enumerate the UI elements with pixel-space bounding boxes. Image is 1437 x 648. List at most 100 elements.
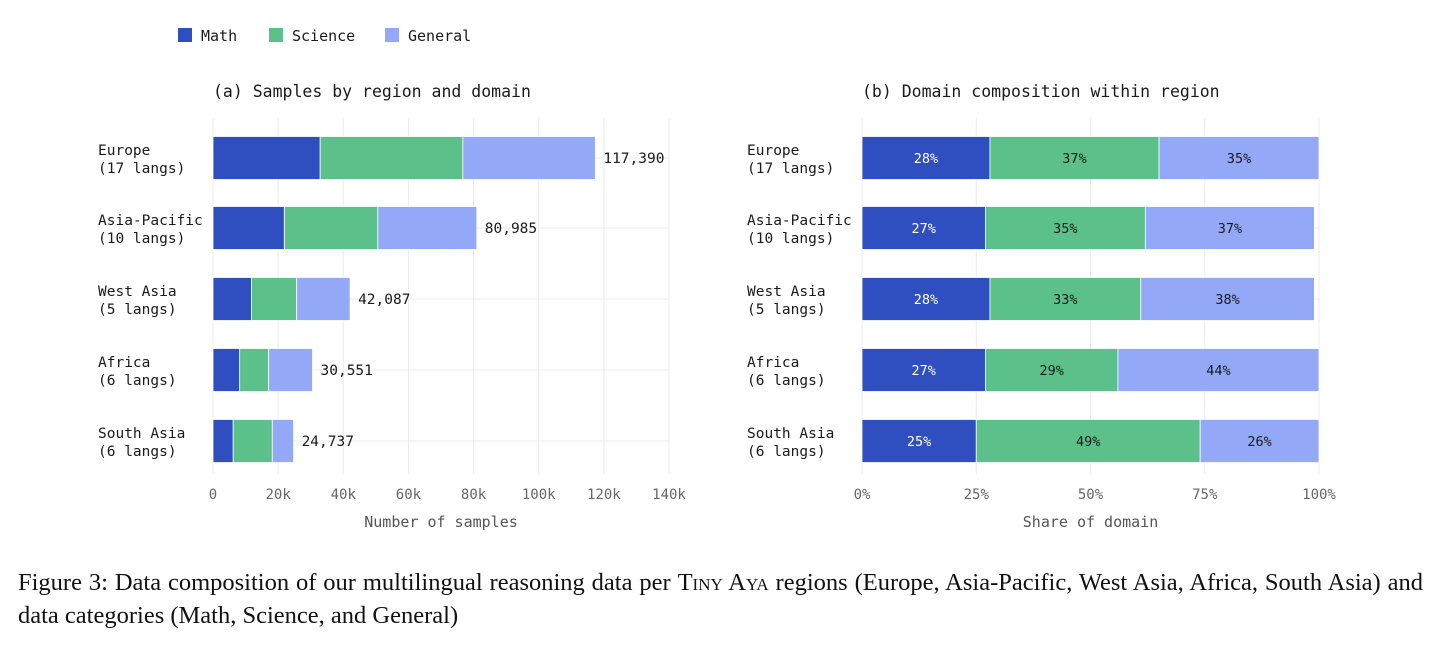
caption-suffix: regions (Europe, Asia-Pacific, West Asia… (18, 569, 1423, 629)
category-label: South Asia (98, 426, 185, 442)
bar-value-label: 38% (1215, 292, 1239, 308)
category-sublabel: (17 langs) (747, 161, 834, 177)
bar-science (984, 206, 1146, 250)
x-tick-label: 0% (854, 487, 871, 503)
bar-value-label: 27% (911, 363, 935, 379)
bar-value-label: 37% (1062, 151, 1086, 167)
bar-math (861, 206, 986, 250)
x-tick-label: 20k (265, 487, 291, 503)
x-tick-label: 80k (461, 487, 487, 503)
x-tick-label: 0 (209, 487, 217, 503)
bar-science (251, 277, 298, 321)
category-label: Europe (98, 143, 150, 159)
bar-math (212, 419, 234, 463)
legend-swatch-general (385, 28, 399, 42)
bar-general (271, 419, 294, 463)
bar-total-label: 24,737 (302, 434, 354, 450)
category-label: Asia-Pacific (98, 213, 203, 229)
bar-science (283, 206, 379, 250)
legend-label-math: Math (201, 27, 237, 45)
figure-caption: Figure 3: Data composition of our multil… (18, 566, 1423, 632)
bar-value-label: 33% (1053, 292, 1077, 308)
category-sublabel: (10 langs) (98, 231, 185, 247)
category-label: Africa (747, 355, 799, 371)
bar-general (1199, 419, 1320, 463)
figure: Math Science General (a) Samples by region… (98, 27, 1336, 531)
bar-science (232, 419, 273, 463)
category-label: Europe (747, 143, 799, 159)
category-sublabel: (6 langs) (747, 444, 826, 460)
legend-swatch-science (269, 28, 283, 42)
bar-value-label: 49% (1076, 434, 1100, 450)
bar-science (989, 277, 1142, 321)
category-sublabel: (10 langs) (747, 231, 834, 247)
bar-general (268, 348, 313, 392)
caption-prefix: Figure 3: Data composition of our multil… (18, 569, 678, 596)
bar-total-label: 42,087 (358, 292, 410, 308)
bar-general (1144, 206, 1315, 250)
panel-a-samples-by-region: (a) Samples by region and domain 0 20k 40k 6… (98, 82, 686, 531)
category-sublabel: (6 langs) (98, 373, 177, 389)
bar-general (1158, 136, 1320, 180)
category-sublabel: (17 langs) (98, 161, 185, 177)
panel-b-domain-composition: (b) Domain composition within region 0% 25… (747, 82, 1336, 531)
bar-value-label: 27% (911, 221, 935, 237)
category-sublabel: (5 langs) (747, 302, 826, 318)
bar-value-label: 44% (1206, 363, 1230, 379)
x-tick-label: 75% (1192, 487, 1218, 503)
bar-value-label: 26% (1247, 434, 1271, 450)
category-label: West Asia (98, 284, 177, 300)
bar-value-label: 29% (1039, 363, 1063, 379)
x-tick-label: 25% (964, 487, 990, 503)
bar-total-label: 117,390 (603, 151, 664, 167)
category-sublabel: (6 langs) (747, 373, 826, 389)
bar-science (975, 419, 1201, 463)
panel-title: (a) Samples by region and domain (213, 82, 531, 101)
legend: Math Science General (178, 27, 471, 45)
bar-value-label: 25% (907, 434, 931, 450)
category-label: Africa (98, 355, 150, 371)
bar-math (861, 277, 991, 321)
legend-label-general: General (408, 27, 471, 45)
x-axis-label: Number of samples (364, 513, 518, 531)
legend-swatch-math (178, 28, 192, 42)
bar-general (377, 206, 478, 250)
bar-math (212, 277, 252, 321)
bar-math (212, 206, 285, 250)
bar-total-label: 80,985 (485, 221, 537, 237)
legend-label-science: Science (292, 27, 355, 45)
bar-math (212, 348, 241, 392)
bar-science (984, 348, 1119, 392)
category-label: West Asia (747, 284, 826, 300)
bar-math (212, 136, 321, 180)
x-tick-label: 140k (652, 487, 686, 503)
category-sublabel: (5 langs) (98, 302, 177, 318)
x-tick-label: 50% (1078, 487, 1104, 503)
x-tick-label: 120k (587, 487, 621, 503)
bar-general (462, 136, 596, 180)
x-tick-label: 100k (522, 487, 556, 503)
bar-value-label: 35% (1227, 151, 1251, 167)
bar-value-label: 28% (914, 292, 938, 308)
bar-math (861, 136, 991, 180)
x-tick-label: 60k (396, 487, 422, 503)
bar-general (1117, 348, 1320, 392)
bar-value-label: 37% (1218, 221, 1242, 237)
bar-total-label: 30,551 (321, 363, 373, 379)
category-sublabel: (6 langs) (98, 444, 177, 460)
caption-model-name: Tiny Aya (677, 569, 769, 596)
bar-value-label: 28% (914, 151, 938, 167)
x-axis-label: Share of domain (1023, 513, 1158, 531)
panel-title: (b) Domain composition within region (862, 82, 1220, 101)
x-tick-label: 100% (1302, 487, 1336, 503)
bar-math (861, 348, 986, 392)
bar-science (319, 136, 464, 180)
bar-general (1140, 277, 1315, 321)
x-tick-label: 40k (331, 487, 357, 503)
category-label: Asia-Pacific (747, 213, 852, 229)
bar-value-label: 35% (1053, 221, 1077, 237)
category-label: South Asia (747, 426, 834, 442)
bar-science (989, 136, 1160, 180)
bar-science (239, 348, 270, 392)
bar-math (861, 419, 977, 463)
